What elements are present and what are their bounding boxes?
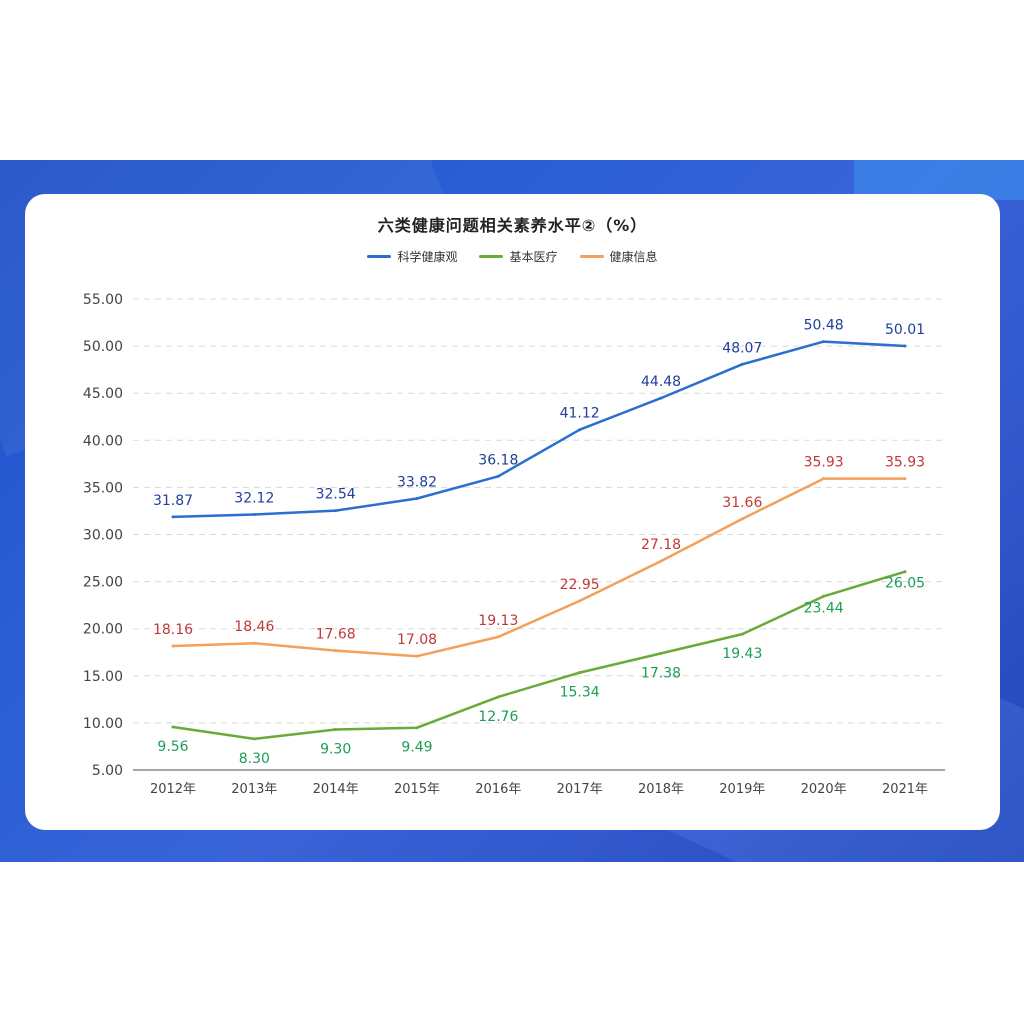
data-label: 32.12 [234, 491, 274, 507]
data-point [659, 559, 663, 563]
data-point [740, 362, 744, 366]
data-point [334, 649, 338, 653]
x-tick-label: 2012年 [150, 782, 196, 797]
y-tick-label: 30.00 [83, 528, 123, 544]
y-tick-label: 20.00 [83, 622, 123, 638]
y-tick-label: 55.00 [83, 292, 123, 308]
series-line-1 [172, 570, 906, 741]
data-point [252, 737, 256, 741]
data-point [171, 644, 175, 648]
data-point [252, 513, 256, 517]
data-label: 17.68 [316, 627, 356, 643]
data-point [334, 509, 338, 513]
series-line-2 [172, 477, 905, 658]
data-label: 18.46 [234, 619, 274, 635]
data-label: 26.05 [885, 576, 925, 592]
x-tick-label: 2018年 [638, 782, 684, 797]
x-tick-label: 2017年 [557, 782, 603, 797]
data-point [415, 726, 419, 730]
data-label: 22.95 [560, 577, 600, 593]
data-point [334, 727, 338, 731]
x-tick-label: 2021年 [882, 782, 928, 797]
data-point [496, 474, 500, 478]
data-label: 33.82 [397, 475, 437, 491]
data-label: 35.93 [885, 455, 925, 471]
data-label: 18.16 [153, 622, 193, 638]
legend-label-series-2: 健康信息 [609, 250, 658, 264]
data-label: 31.66 [722, 495, 762, 511]
data-label: 12.76 [478, 709, 518, 725]
data-point [578, 671, 582, 675]
y-tick-label: 45.00 [83, 386, 123, 402]
x-tick-label: 2015年 [394, 782, 440, 797]
legend-swatch-series-1 [479, 255, 504, 258]
y-tick-label: 50.00 [83, 339, 123, 355]
y-tick-label: 15.00 [83, 669, 123, 685]
chart-title: 六类健康问题相关素养水平②（%） [377, 216, 648, 235]
y-tick-label: 5.00 [92, 763, 123, 779]
data-point [822, 594, 826, 598]
data-point [252, 641, 256, 645]
data-label: 31.87 [153, 493, 193, 509]
legend-swatch-series-0 [367, 255, 392, 258]
data-point [659, 396, 663, 400]
legend-item-series-1: 基本医疗 [479, 248, 558, 265]
x-tick-label: 2016年 [475, 782, 521, 797]
data-label: 48.07 [722, 340, 762, 356]
y-tick-label: 35.00 [83, 480, 123, 496]
data-label: 32.54 [316, 487, 356, 503]
data-point [578, 599, 582, 603]
data-label: 50.01 [885, 322, 925, 338]
legend-label-series-0: 科学健康观 [397, 250, 458, 264]
chart-card: 六类健康问题相关素养水平②（%） 科学健康观 基本医疗 健康信息 55.00 50… [25, 194, 1000, 830]
data-point [740, 632, 744, 636]
legend-item-series-2: 健康信息 [579, 248, 658, 265]
y-tick-label: 10.00 [83, 716, 123, 732]
data-label: 27.18 [641, 537, 681, 553]
data-point [496, 695, 500, 699]
data-label: 50.48 [804, 318, 844, 334]
data-point [415, 497, 419, 501]
data-label: 17.38 [641, 665, 681, 681]
data-point [578, 428, 582, 432]
data-label: 9.56 [157, 739, 188, 755]
data-point [415, 654, 419, 658]
x-tick-label: 2019年 [719, 782, 765, 797]
data-point [903, 570, 907, 574]
x-tick-label: 2014年 [313, 782, 359, 797]
legend-swatch-series-2 [579, 255, 604, 258]
banner-decoration [854, 160, 1024, 200]
data-label: 19.13 [478, 613, 518, 629]
data-label: 35.93 [804, 455, 844, 471]
data-label: 15.34 [560, 685, 600, 701]
data-point [740, 517, 744, 521]
data-label: 17.08 [397, 632, 437, 648]
data-label: 9.30 [320, 741, 351, 757]
x-tick-label: 2013年 [231, 782, 277, 797]
line-chart-plot: 55.00 50.00 45.00 40.00 35.00 30.00 25.00 20.00… [83, 292, 945, 797]
data-label: 44.48 [641, 374, 681, 390]
data-point [822, 477, 826, 481]
data-point [903, 344, 907, 348]
data-label: 41.12 [560, 406, 600, 422]
chart-legend: 科学健康观 基本医疗 健康信息 [25, 248, 1000, 265]
y-tick-label: 25.00 [83, 575, 123, 591]
data-label: 23.44 [804, 600, 844, 616]
data-point [659, 651, 663, 655]
data-label: 19.43 [722, 646, 762, 662]
x-tick-label: 2020年 [801, 782, 847, 797]
data-label: 8.30 [239, 751, 270, 767]
legend-label-series-1: 基本医疗 [509, 250, 558, 264]
y-tick-label: 40.00 [83, 433, 123, 449]
data-point [822, 340, 826, 344]
data-label: 36.18 [478, 452, 518, 468]
data-point [171, 515, 175, 519]
series-line-0 [172, 340, 906, 519]
data-point [496, 635, 500, 639]
data-point [903, 477, 907, 481]
legend-item-series-0: 科学健康观 [367, 248, 457, 265]
data-point [171, 725, 175, 729]
data-label: 9.49 [401, 740, 432, 756]
